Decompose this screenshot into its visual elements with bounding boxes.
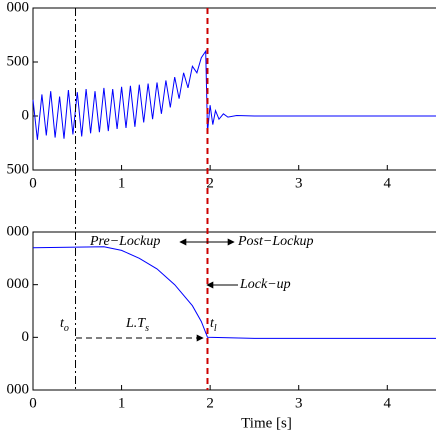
x-tick-label: 3 (295, 175, 303, 191)
x-tick-label: 3 (295, 395, 303, 411)
annotations: Pre−Lockup Post−Lockup Lock−up to L.Ts t… (60, 234, 314, 342)
annotation: Post−Lockup (237, 234, 314, 249)
x-tick-label: 0 (29, 175, 37, 191)
annotation: Lock−up (239, 277, 291, 292)
y-tick-label: 500 (7, 161, 30, 177)
axes-frame (32, 231, 436, 391)
data-line (32, 49, 436, 140)
annotation: L.Ts (125, 316, 149, 334)
x-tick-label: 1 (118, 395, 126, 411)
y-tick-label: 0 (22, 107, 30, 123)
x-tick-label: 0 (29, 395, 37, 411)
x-axis-label: Time [s] (241, 415, 292, 431)
x-tick-label: 2 (206, 395, 214, 411)
x-tick-label: 4 (384, 175, 392, 191)
axes-frame (32, 7, 436, 171)
annotation: to (60, 316, 69, 334)
y-tick-label: 000 (7, 276, 30, 292)
y-tick-label: 0 (22, 329, 30, 345)
y-tick-label: 000 (7, 223, 30, 239)
data-line (32, 246, 436, 339)
x-tick-label: 1 (118, 175, 126, 191)
annotation: Pre−Lockup (89, 234, 160, 249)
y-tick-label: 000 (7, 381, 30, 397)
x-tick-label: 2 (206, 175, 214, 191)
y-tick-label: 500 (7, 53, 30, 69)
x-tick-label: 4 (384, 395, 392, 411)
annotation: tl (210, 316, 217, 334)
y-tick-label: 000 (7, 0, 30, 15)
